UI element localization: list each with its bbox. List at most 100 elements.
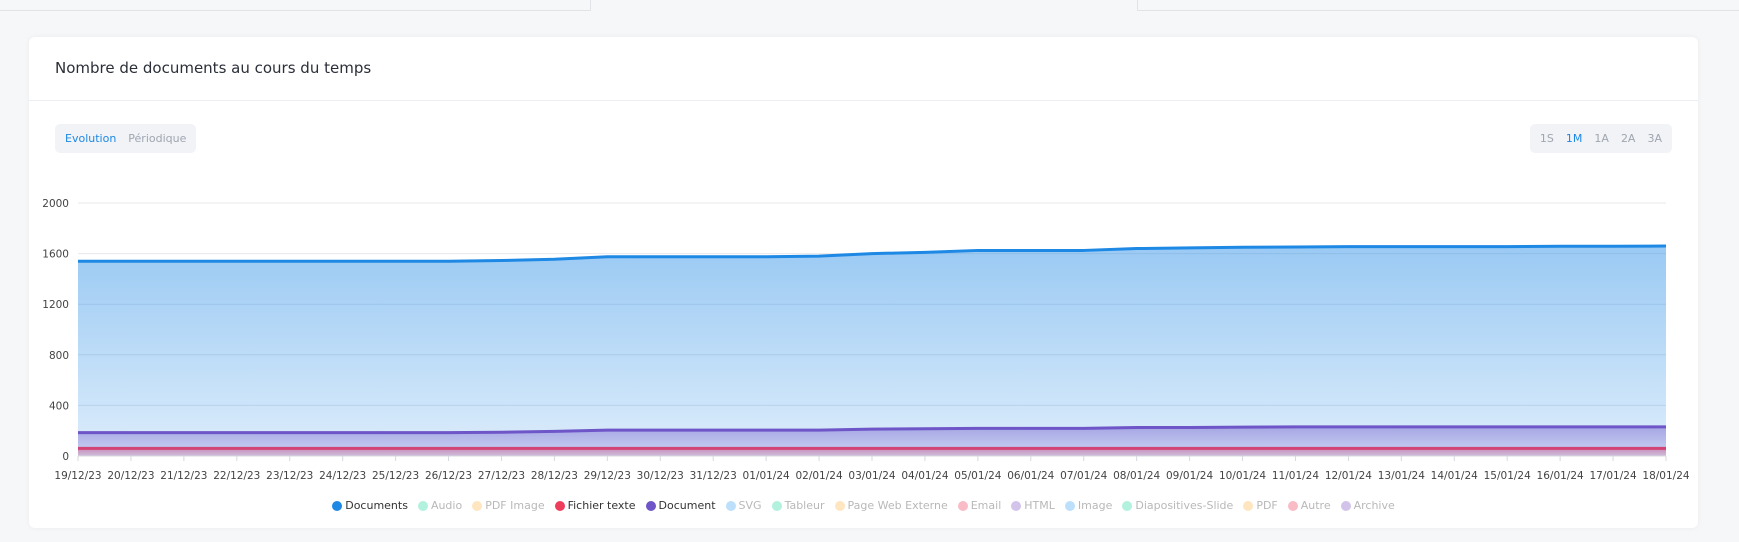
x-tick-label: 13/01/24 <box>1378 470 1425 482</box>
legend-swatch <box>554 500 565 511</box>
y-tick-label: 2000 <box>42 198 69 210</box>
line <box>78 425 1666 435</box>
x-tick-label: 16/01/24 <box>1537 470 1584 482</box>
x-tick-label: 20/12/23 <box>107 470 154 482</box>
legend-label: Diapositives-Slide <box>1135 499 1234 512</box>
x-tick-label: 26/12/23 <box>425 470 472 482</box>
x-tick-label: 18/01/24 <box>1642 470 1689 482</box>
x-tick-label: 31/12/23 <box>690 470 737 482</box>
legend-label: Documents <box>345 499 408 512</box>
area <box>78 426 1666 456</box>
range-button[interactable]: 1A <box>1594 132 1609 145</box>
y-tick-label: 1200 <box>42 299 69 311</box>
legend-item[interactable]: Document <box>645 499 716 512</box>
area <box>78 246 1666 456</box>
legend-label: Document <box>658 499 716 512</box>
legend-item[interactable]: Fichier texte <box>554 499 636 512</box>
mode-button[interactable]: Périodique <box>128 132 187 145</box>
legend-swatch <box>834 500 845 511</box>
legend: Documents Audio PDF Image Fichier texte Docu… <box>29 499 1698 512</box>
legend-label: PDF <box>1256 499 1278 512</box>
legend-item[interactable]: Image <box>1064 499 1113 512</box>
legend-swatch <box>645 500 656 511</box>
y-tick-label: 400 <box>49 400 69 412</box>
tab[interactable] <box>1137 0 1739 11</box>
legend-item[interactable]: Diapositives-Slide <box>1122 499 1233 512</box>
legend-swatch <box>1340 500 1351 511</box>
legend-swatch <box>1064 500 1075 511</box>
x-tick-label: 04/01/24 <box>901 470 948 482</box>
line <box>78 244 1667 263</box>
legend-item[interactable]: Documents <box>332 499 408 512</box>
legend-label: Page Web Externe <box>847 499 948 512</box>
mode-button[interactable]: Evolution <box>65 132 117 145</box>
separator <box>29 100 1698 101</box>
x-tick-label: 10/01/24 <box>1219 470 1266 482</box>
legend-item[interactable]: Email <box>957 499 1002 512</box>
x-tick-label: 28/12/23 <box>531 470 578 482</box>
legend-item[interactable]: SVG <box>725 499 762 512</box>
x-tick-label: 02/01/24 <box>795 470 842 482</box>
chart: 0 400 800 1200 1600 2000 19/12/23 20/12/23 21/12… <box>42 198 1690 482</box>
legend-item[interactable]: Page Web Externe <box>834 499 948 512</box>
legend-item[interactable]: Archive <box>1340 499 1395 512</box>
legend-swatch <box>1011 500 1022 511</box>
legend-label: SVG <box>738 499 762 512</box>
legend-label: HTML <box>1024 499 1055 512</box>
legend-item[interactable]: PDF <box>1243 499 1278 512</box>
legend-swatch <box>957 500 968 511</box>
legend-swatch <box>1287 500 1298 511</box>
x-tick-label: 15/01/24 <box>1484 470 1531 482</box>
legend-swatch <box>1122 500 1133 511</box>
legend-item[interactable]: HTML <box>1011 499 1055 512</box>
chart-title: Nombre de documents au cours du temps <box>55 59 372 77</box>
x-tick-label: 30/12/23 <box>637 470 684 482</box>
range-button[interactable]: 1S <box>1539 132 1554 145</box>
y-tick-label: 800 <box>49 350 69 362</box>
x-tick-label: 05/01/24 <box>954 470 1001 482</box>
x-tick-label: 08/01/24 <box>1113 470 1160 482</box>
legend-swatch <box>332 500 343 511</box>
range-toggle: 1S 1M 1A 2A 3A <box>1529 124 1672 153</box>
y-tick-label: 0 <box>62 451 69 463</box>
x-tick-label: 24/12/23 <box>319 470 366 482</box>
legend-label: Audio <box>430 499 463 512</box>
x-tick-label: 12/01/24 <box>1325 470 1372 482</box>
range-button[interactable]: 1M <box>1565 132 1583 145</box>
legend-label: Fichier texte <box>567 499 636 512</box>
legend-swatch <box>1243 500 1254 511</box>
x-tick-label: 03/01/24 <box>848 470 895 482</box>
x-tick-label: 27/12/23 <box>478 470 525 482</box>
legend-label: PDF Image <box>485 499 545 512</box>
legend-item[interactable]: Autre <box>1287 499 1331 512</box>
legend-item[interactable]: Tableur <box>771 499 825 512</box>
x-tick-label: 14/01/24 <box>1431 470 1478 482</box>
x-tick-label: 07/01/24 <box>1060 470 1107 482</box>
legend-swatch <box>417 500 428 511</box>
legend-label: Archive <box>1353 499 1395 512</box>
x-tick-label: 21/12/23 <box>160 470 207 482</box>
x-tick-label: 25/12/23 <box>372 470 419 482</box>
x-tick-label: 29/12/23 <box>584 470 631 482</box>
x-tick-label: 22/12/23 <box>213 470 260 482</box>
x-tick-label: 11/01/24 <box>1272 470 1319 482</box>
legend-swatch <box>725 500 736 511</box>
legend-label: Autre <box>1300 499 1331 512</box>
x-tick-label: 09/01/24 <box>1166 470 1213 482</box>
legend-swatch <box>472 500 483 511</box>
mode-toggle: Evolution Périodique <box>55 124 197 153</box>
range-button[interactable]: 2A <box>1620 132 1636 145</box>
x-tick-label: 01/01/24 <box>743 470 790 482</box>
tab[interactable] <box>0 0 591 11</box>
tab-bar <box>0 0 1739 11</box>
y-tick-label: 1600 <box>42 249 69 261</box>
legend-label: Email <box>970 499 1002 512</box>
legend-item[interactable]: PDF Image <box>472 499 545 512</box>
legend-item[interactable]: Audio <box>417 499 463 512</box>
range-button[interactable]: 3A <box>1647 132 1662 145</box>
x-tick-label: 06/01/24 <box>1007 470 1054 482</box>
legend-label: Image <box>1077 499 1113 512</box>
x-tick-label: 17/01/24 <box>1589 470 1636 482</box>
legend-label: Tableur <box>784 499 825 512</box>
